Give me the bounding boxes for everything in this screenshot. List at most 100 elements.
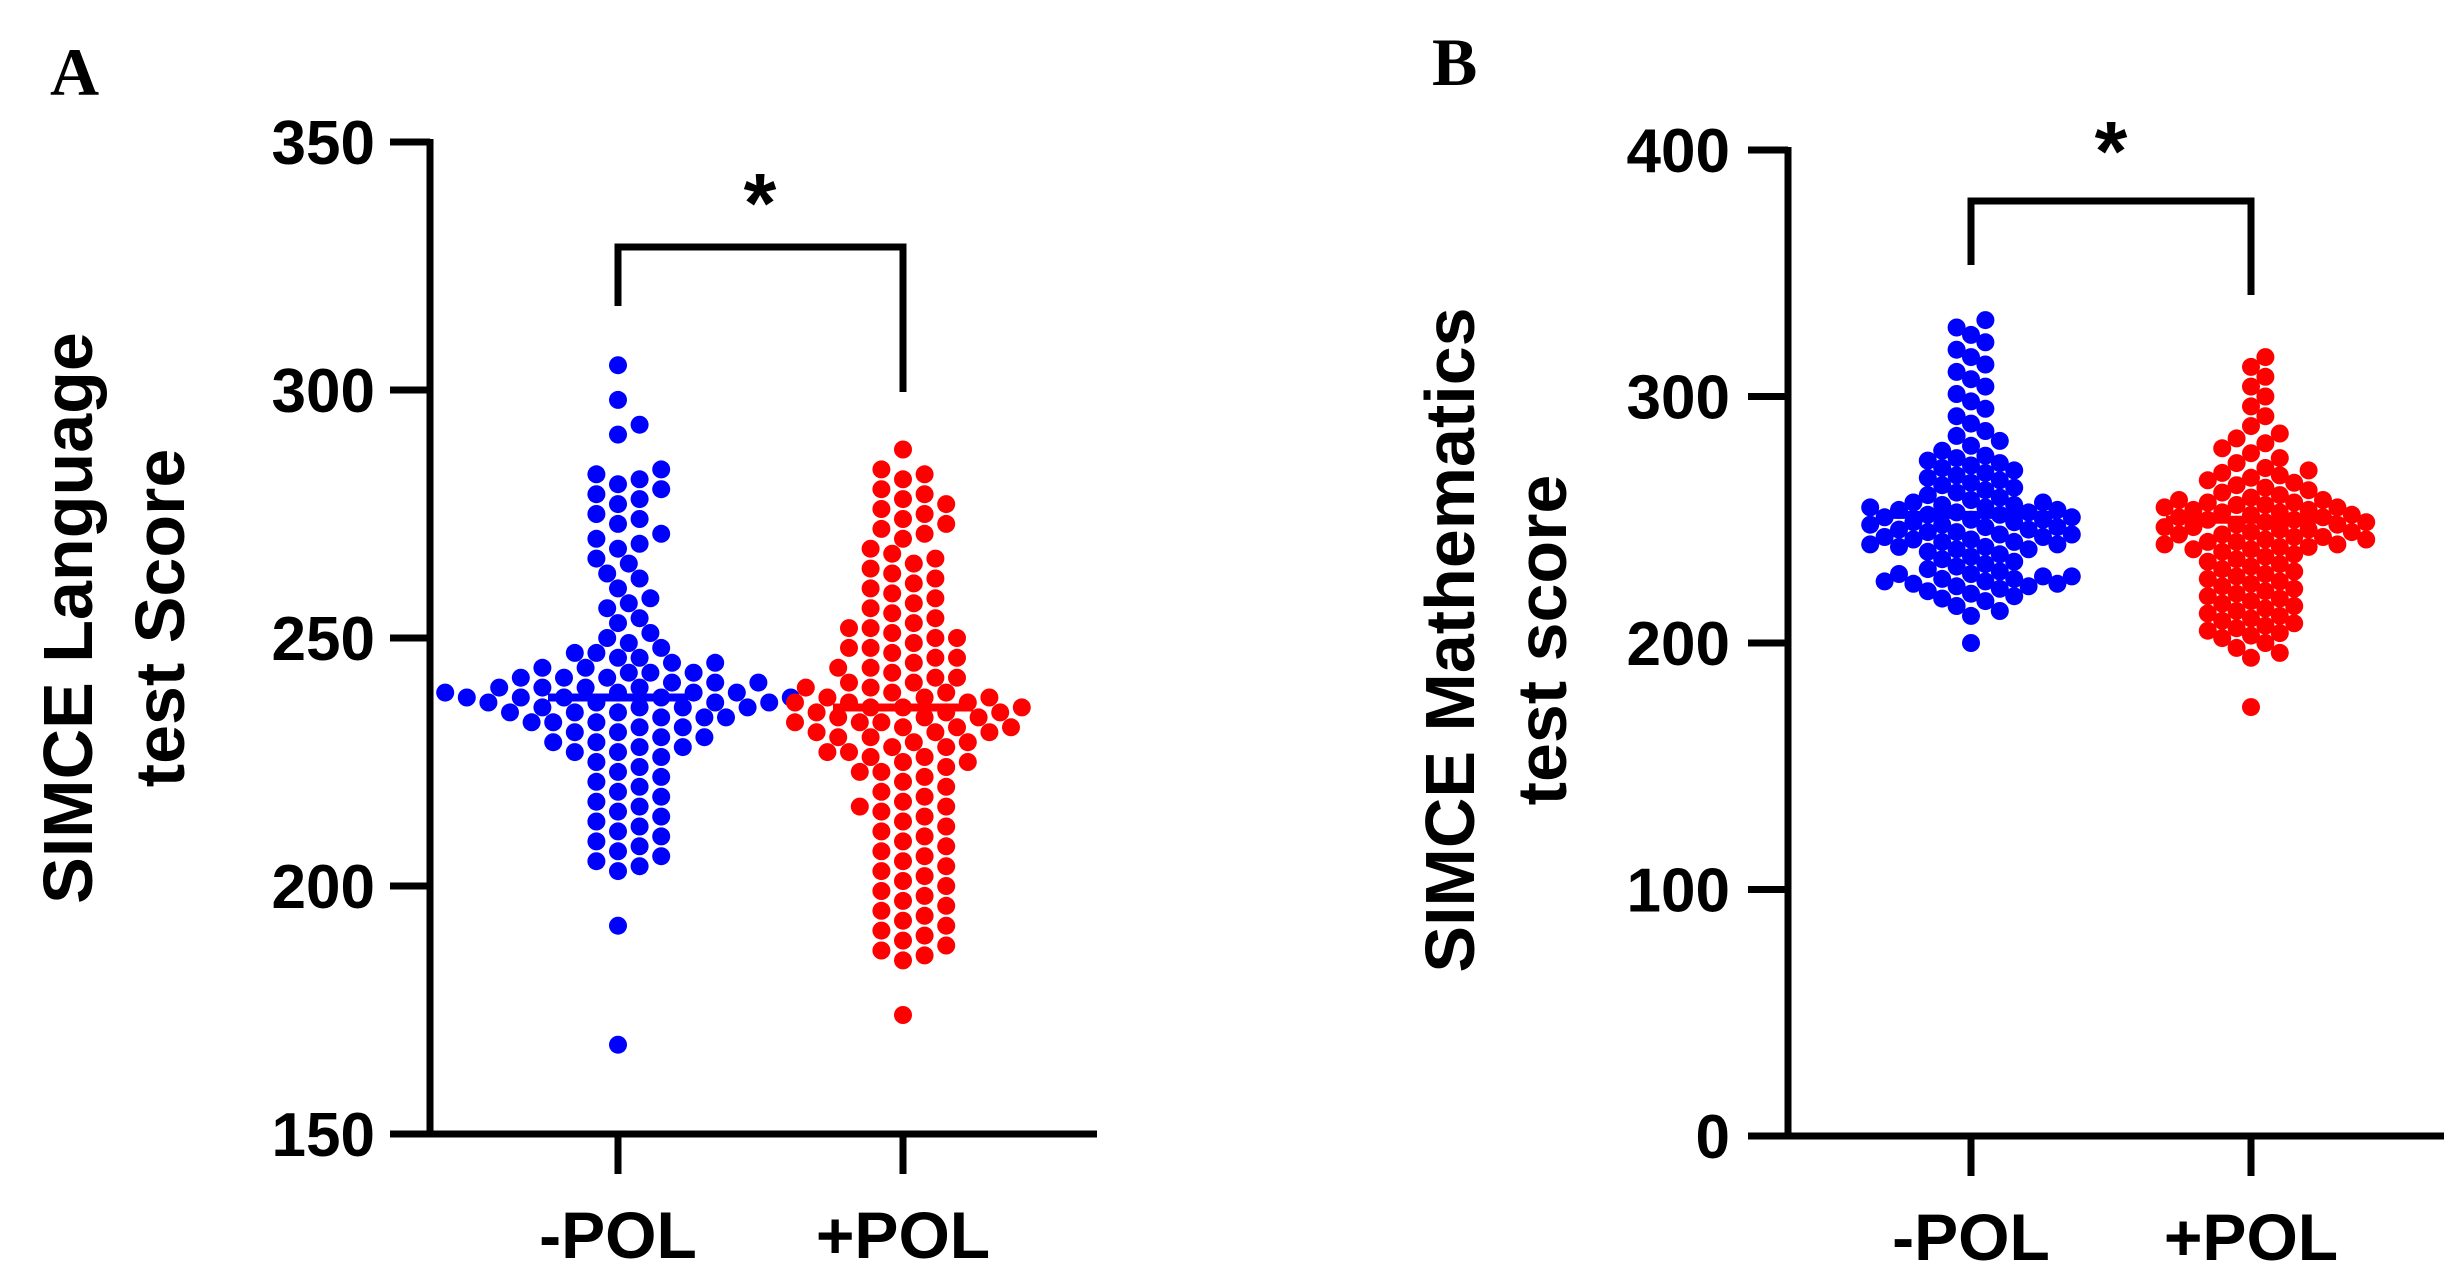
panel-a-point-minus-pol [652, 480, 671, 499]
panel-b-point-plus-pol [2256, 407, 2275, 426]
panel-b-point-plus-pol [2285, 614, 2304, 633]
panel-a-point-minus-pol [609, 425, 627, 444]
panel-a-point-minus-pol [511, 688, 530, 707]
panel-a-point-plus-pol [948, 668, 966, 687]
panel-a-point-minus-pol [684, 683, 703, 702]
panel-a-point-plus-pol [894, 440, 912, 459]
panel-b-point-minus-pol [1990, 471, 2009, 490]
panel-b-point-minus-pol [1918, 560, 1937, 579]
panel-b-point-minus-pol [1962, 392, 1980, 411]
panel-a-point-minus-pol [652, 827, 671, 846]
panel-a-point-plus-pol [904, 673, 923, 692]
panel-b-point-plus-pol [2213, 525, 2232, 544]
panel-b-point-plus-pol [2170, 525, 2188, 544]
panel-b-bracket-line [1967, 197, 2255, 295]
panel-b-chart: B SIMCE Mathematics test score 0 100 200 30… [1411, 24, 2444, 1274]
panel-b-point-plus-pol [2256, 634, 2275, 652]
panel-b-point-minus-pol [2034, 493, 2052, 512]
panel-a-point-minus-pol [522, 713, 541, 732]
panel-a-point-plus-pol [818, 688, 837, 707]
panel-a-point-minus-pol [565, 703, 584, 722]
panel-b-point-plus-pol [2227, 602, 2246, 620]
panel-b-point-plus-pol [2242, 444, 2260, 463]
panel-a-point-plus-pol [786, 693, 804, 712]
panel-b-axes: 0 100 200 300 400 -POL +POL [1627, 117, 2444, 1274]
panel-a-point-minus-pol [706, 653, 725, 672]
panel-a-point-plus-pol [872, 802, 891, 821]
panel-a-point-minus-pol [652, 524, 671, 543]
panel-a-bracket-line [614, 243, 907, 392]
panel-b-point-plus-pol [2184, 540, 2203, 559]
panel-a-point-minus-pol [609, 802, 627, 821]
panel-b-point-plus-pol [2357, 530, 2376, 549]
panel-a-point-minus-pol [457, 688, 476, 707]
panel-b-point-minus-pol [2005, 552, 2024, 571]
panel-b-point-minus-pol [1990, 545, 2009, 564]
panel-a-point-minus-pol [630, 490, 649, 509]
panel-b-point-plus-pol [2270, 624, 2289, 643]
panel-a-point-plus-pol [894, 490, 912, 509]
panel-b-point-minus-pol [1962, 547, 1980, 566]
panel-a-point-minus-pol [533, 678, 552, 697]
panel-b-point-minus-pol [1933, 459, 1952, 477]
panel-b-point-plus-pol [2285, 597, 2304, 615]
panel-a-point-plus-pol [937, 495, 956, 514]
panel-b-point-plus-pol [2256, 599, 2275, 618]
panel-a-point-minus-pol [630, 817, 649, 836]
panel-b-point-plus-pol [2270, 555, 2289, 574]
panel-a-ylabel-line1: SIMCE Language [29, 332, 107, 904]
panel-a-point-minus-pol [630, 857, 649, 876]
panel-b-point-minus-pol [1976, 446, 1995, 465]
panel-a-point-minus-pol [609, 743, 627, 762]
panel-a-point-plus-pol [894, 470, 912, 489]
panel-a-point-plus-pol [872, 762, 891, 781]
panel-a-point-plus-pol [894, 812, 912, 831]
panel-b-point-minus-pol [2048, 518, 2067, 537]
panel-a-point-plus-pol [894, 510, 912, 528]
panel-b-point-plus-pol [2270, 424, 2289, 443]
panel-a-point-minus-pol [727, 683, 746, 702]
panel-b-point-minus-pol [1962, 606, 1980, 625]
panel-b-point-plus-pol [2242, 592, 2260, 611]
panel-b-point-plus-pol [2198, 569, 2217, 588]
panel-a-point-minus-pol [609, 822, 627, 841]
panel-b-point-plus-pol [2213, 542, 2232, 561]
panel-b-point-plus-pol [2328, 498, 2347, 517]
panel-a-point-minus-pol [565, 643, 584, 662]
panel-a-point-minus-pol [587, 772, 606, 791]
panel-b-point-minus-pol [1933, 441, 1952, 460]
panel-b-point-minus-pol [1962, 325, 1980, 344]
panel-a-point-minus-pol [630, 569, 649, 588]
panel-a-point-minus-pol [630, 797, 649, 816]
panel-a-point-plus-pol [915, 946, 934, 965]
panel-a-point-minus-pol [695, 708, 714, 727]
panel-b-point-plus-pol [2256, 478, 2275, 497]
panel-a-point-plus-pol [829, 658, 848, 677]
panel-a-significance-star: * [744, 156, 777, 250]
panel-a-point-plus-pol [980, 688, 999, 707]
panel-b-point-minus-pol [1947, 577, 1966, 596]
panel-b-point-plus-pol [2213, 629, 2232, 648]
panel-a-point-minus-pol [630, 609, 649, 628]
panel-a-point-plus-pol [872, 921, 891, 940]
panel-a-point-minus-pol [652, 847, 671, 866]
panel-a-point-plus-pol [872, 519, 891, 538]
panel-b-point-plus-pol [2198, 621, 2217, 640]
panel-a-point-minus-pol [555, 668, 573, 687]
panel-b-point-minus-pol [1976, 399, 1995, 418]
panel-a-point-minus-pol [673, 698, 692, 717]
panel-a-point-plus-pol [818, 743, 837, 762]
panel-a-point-plus-pol [883, 544, 902, 563]
panel-a-point-plus-pol [926, 589, 945, 608]
panel-b-point-plus-pol [2242, 698, 2260, 717]
panel-a-point-plus-pol [926, 569, 945, 588]
panel-b-letter: B [1432, 24, 1477, 100]
panel-a-point-plus-pol [894, 852, 912, 871]
panel-b-ylabel-line1: SIMCE Mathematics [1411, 307, 1489, 972]
panel-b-point-minus-pol [2034, 528, 2052, 546]
panel-a-point-minus-pol [565, 743, 584, 762]
panel-a-point-plus-pol [861, 728, 880, 747]
panel-b-significance-bracket [1967, 197, 2255, 295]
panel-a-point-minus-pol [630, 534, 649, 553]
panel-b-point-minus-pol [1890, 565, 1908, 583]
